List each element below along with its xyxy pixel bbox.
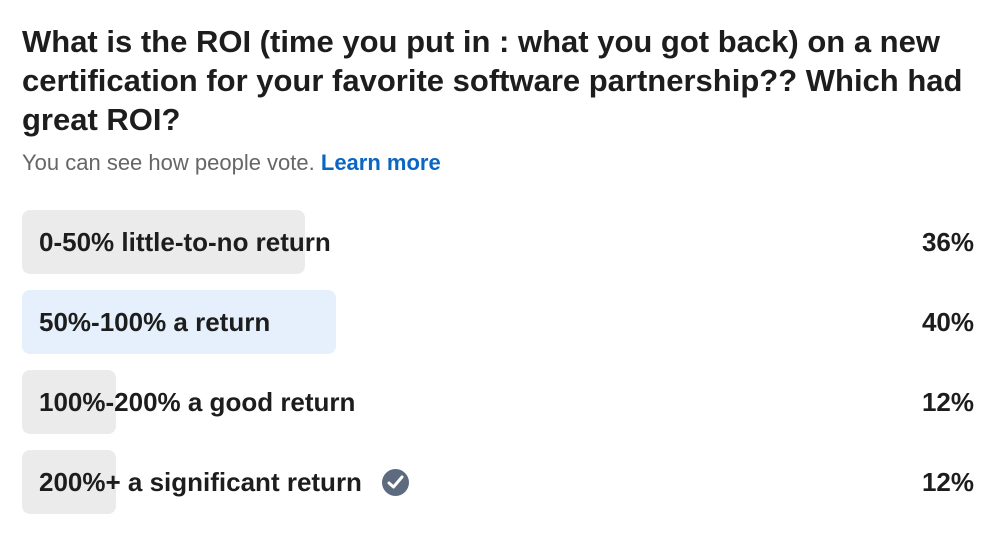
poll-option[interactable]: 0-50% little-to-no return 36% [22, 210, 974, 274]
poll-option[interactable]: 200%+ a significant return 12% [22, 450, 974, 514]
result-bar [22, 290, 336, 354]
result-bar [22, 450, 117, 514]
result-bar [22, 370, 117, 434]
option-label-wrap: 0-50% little-to-no return [39, 227, 331, 258]
poll-option[interactable]: 100%-200% a good return 12% [22, 370, 974, 434]
poll-option[interactable]: 50%-100% a return 40% [22, 290, 974, 354]
option-label-wrap: 100%-200% a good return [39, 387, 355, 418]
option-label-wrap: 200%+ a significant return [39, 467, 409, 498]
option-percent: 12% [921, 387, 974, 417]
option-percent: 40% [921, 307, 974, 337]
option-percent: 12% [921, 467, 974, 497]
option-label: 100%-200% a good return [39, 387, 356, 417]
option-percent: 36% [921, 227, 974, 257]
option-label-wrap: 50%-100% a return [39, 307, 270, 338]
visibility-note: You can see how people vote. Learn more [22, 150, 441, 176]
learn-more-link[interactable]: Learn more [320, 150, 441, 175]
option-label: 200%+ a significant return [39, 467, 362, 497]
visibility-text: You can see how people vote. [22, 150, 315, 175]
check-circle-icon [381, 469, 409, 496]
option-label: 0-50% little-to-no return [39, 227, 331, 257]
result-bar [22, 210, 305, 274]
option-label: 50%-100% a return [39, 307, 271, 337]
poll-question: What is the ROI (time you put in : what … [22, 24, 963, 137]
